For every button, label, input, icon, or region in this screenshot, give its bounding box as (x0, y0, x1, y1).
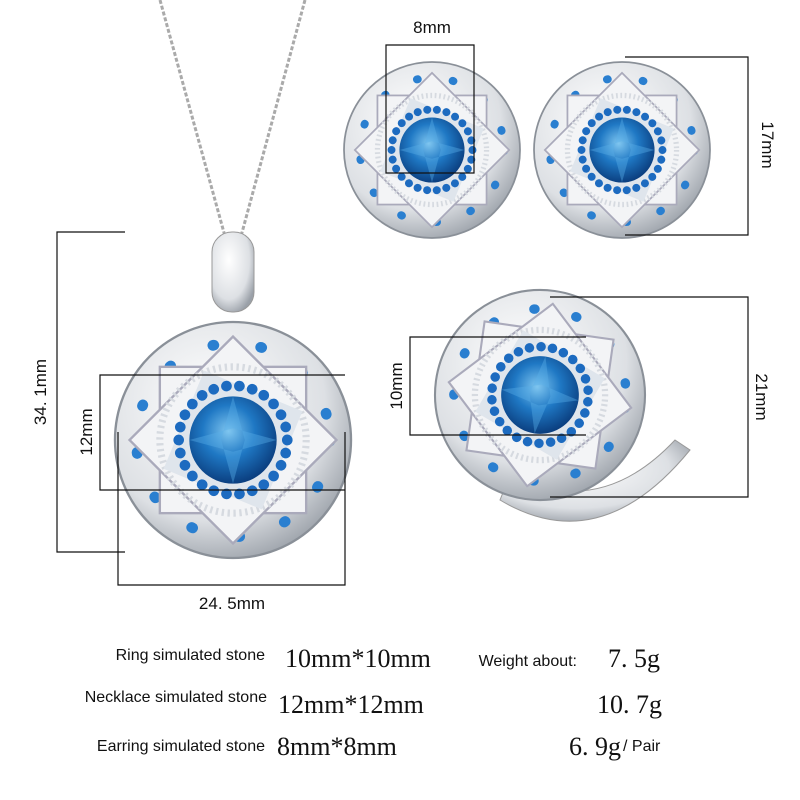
weight-label: Weight about: (479, 653, 577, 670)
spec-label: Ring simulated stone (116, 647, 266, 664)
dimension-lines (56, 44, 749, 586)
dim-label: 21mm (752, 373, 771, 420)
spec-size: 10mm*10mm (285, 644, 431, 673)
spec-size: 12mm*12mm (278, 690, 424, 719)
spec-label: Necklace simulated stone (85, 689, 267, 706)
spec-label: Earring simulated stone (97, 738, 265, 755)
spec-unit: / Pair (623, 738, 661, 755)
dim-label: 24. 5mm (199, 594, 265, 613)
dim-label: 12mm (77, 408, 96, 455)
spec-size: 8mm*8mm (277, 732, 397, 761)
spec-weight: 6. 9g (569, 732, 621, 761)
ring (421, 276, 691, 522)
dim-label: 34. 1mm (31, 359, 50, 425)
spec-table: Ring simulated stone 10mm*10mm Weight ab… (85, 644, 662, 761)
earrings (344, 62, 710, 238)
spec-weight: 10. 7g (597, 690, 662, 719)
dim-label: 10mm (387, 362, 406, 409)
dim-label: 8mm (413, 18, 451, 37)
dim-label: 17mm (758, 121, 777, 168)
spec-weight: 7. 5g (608, 644, 660, 673)
necklace (115, 0, 351, 558)
